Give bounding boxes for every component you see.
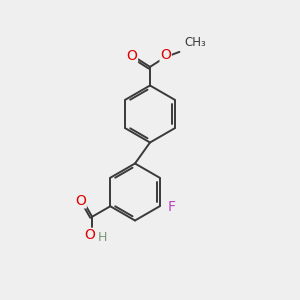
Text: O: O — [84, 228, 95, 242]
Text: H: H — [98, 231, 107, 244]
Text: O: O — [160, 48, 171, 62]
Text: O: O — [127, 49, 137, 63]
Text: CH₃: CH₃ — [184, 37, 206, 50]
Text: O: O — [75, 194, 86, 208]
Text: F: F — [168, 200, 176, 214]
